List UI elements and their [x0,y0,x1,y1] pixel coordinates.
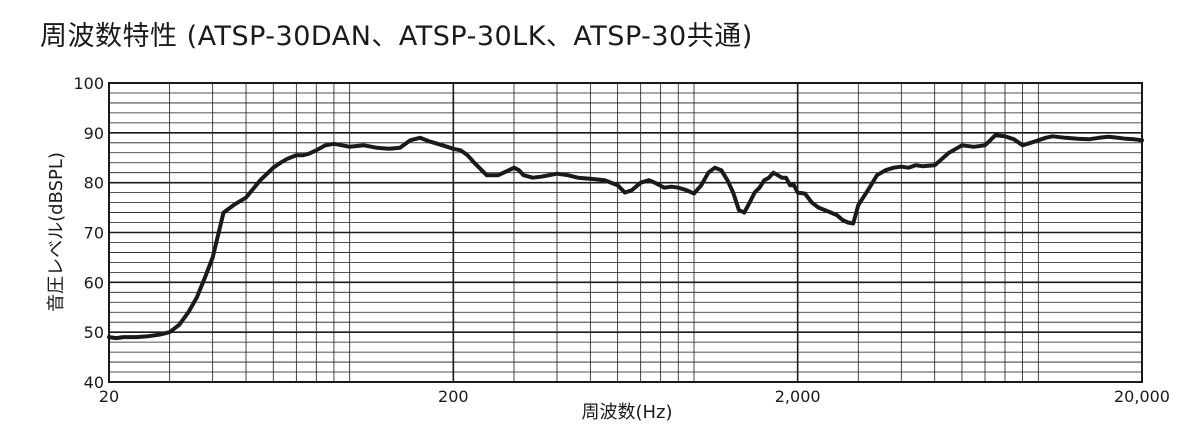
y-axis-label: 音圧レベル(dBSPL) [46,152,67,312]
x-tick-label: 200 [438,387,469,406]
y-tick-label: 40 [84,373,104,392]
y-tick-label: 50 [84,323,104,342]
x-tick-label: 20 [99,387,119,406]
y-tick-labels: 40 50 60 70 80 90 100 [73,74,104,392]
major-grid [109,83,1142,382]
y-tick-label: 70 [84,224,104,243]
chart-title: 周波数特性 (ATSP-30DAN、ATSP-30LK、ATSP-30共通) [40,21,753,52]
y-tick-label: 100 [73,74,104,93]
series-line [107,133,1144,341]
x-tick-label: 2,000 [775,387,821,406]
x-tick-labels: 20 200 2,000 20,000 [99,387,1170,406]
y-tick-label: 80 [84,174,104,193]
y-tick-label: 60 [84,273,104,292]
x-axis-label: 周波数(Hz) [581,402,672,423]
y-tick-label: 90 [84,124,104,143]
x-tick-label: 20,000 [1114,387,1170,406]
plot-frame [108,82,1143,383]
